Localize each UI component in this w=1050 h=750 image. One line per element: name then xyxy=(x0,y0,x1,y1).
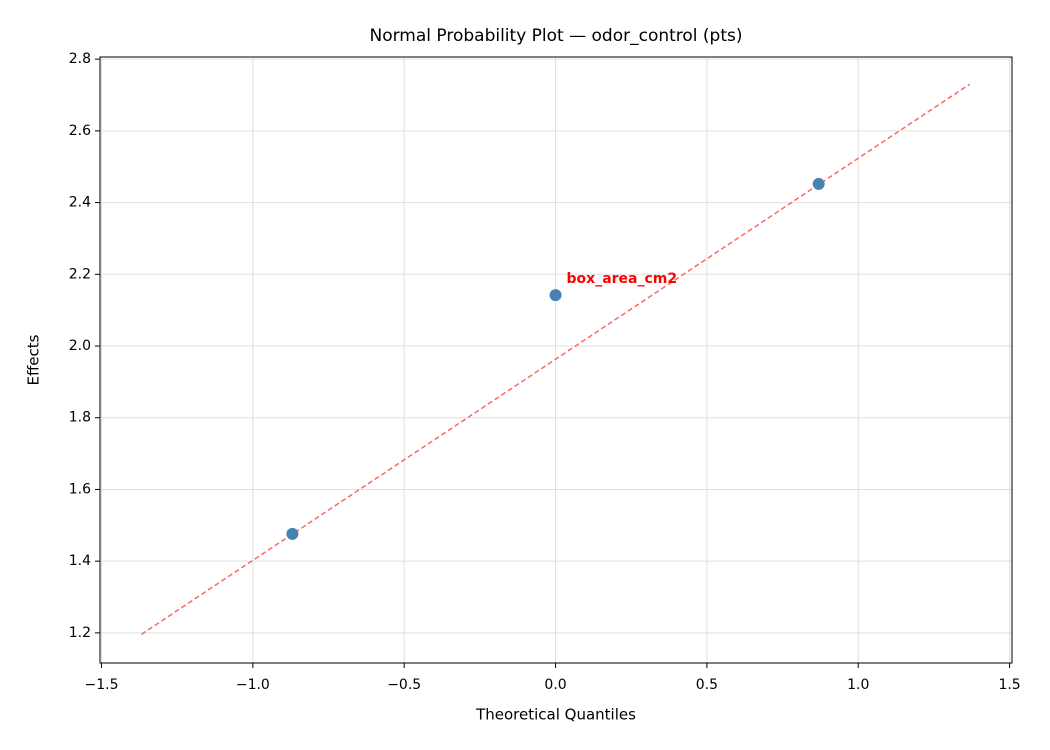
data-point xyxy=(286,527,299,540)
x-tick-label: −1.5 xyxy=(85,677,119,693)
x-tick-label: −1.0 xyxy=(236,677,270,693)
y-tick-label: 1.2 xyxy=(69,625,91,641)
y-tick-label: 1.8 xyxy=(69,410,91,426)
reference-line xyxy=(141,83,971,635)
data-point xyxy=(812,177,825,190)
y-tick-label: 2.0 xyxy=(69,338,91,354)
x-tick-label: 0.5 xyxy=(696,677,718,693)
x-axis-label: Theoretical Quantiles xyxy=(475,706,636,724)
x-tick-label: −0.5 xyxy=(387,677,421,693)
annotation: box_area_cm2 xyxy=(567,271,678,287)
y-tick-label: 2.4 xyxy=(69,195,91,211)
y-axis-label: Effects xyxy=(25,334,43,385)
plot-frame xyxy=(99,56,1013,664)
x-tick-label: 0.0 xyxy=(544,677,566,693)
y-tick-label: 2.2 xyxy=(69,266,91,282)
y-tick-label: 1.4 xyxy=(69,553,91,569)
x-tick-label: 1.0 xyxy=(847,677,869,693)
x-tick-label: 1.5 xyxy=(998,677,1020,693)
y-tick-label: 2.8 xyxy=(69,51,91,67)
data-point xyxy=(549,289,562,302)
y-tick-label: 1.6 xyxy=(69,481,91,497)
y-tick-label: 2.6 xyxy=(69,123,91,139)
chart-title: Normal Probability Plot — odor_control (… xyxy=(369,26,742,46)
